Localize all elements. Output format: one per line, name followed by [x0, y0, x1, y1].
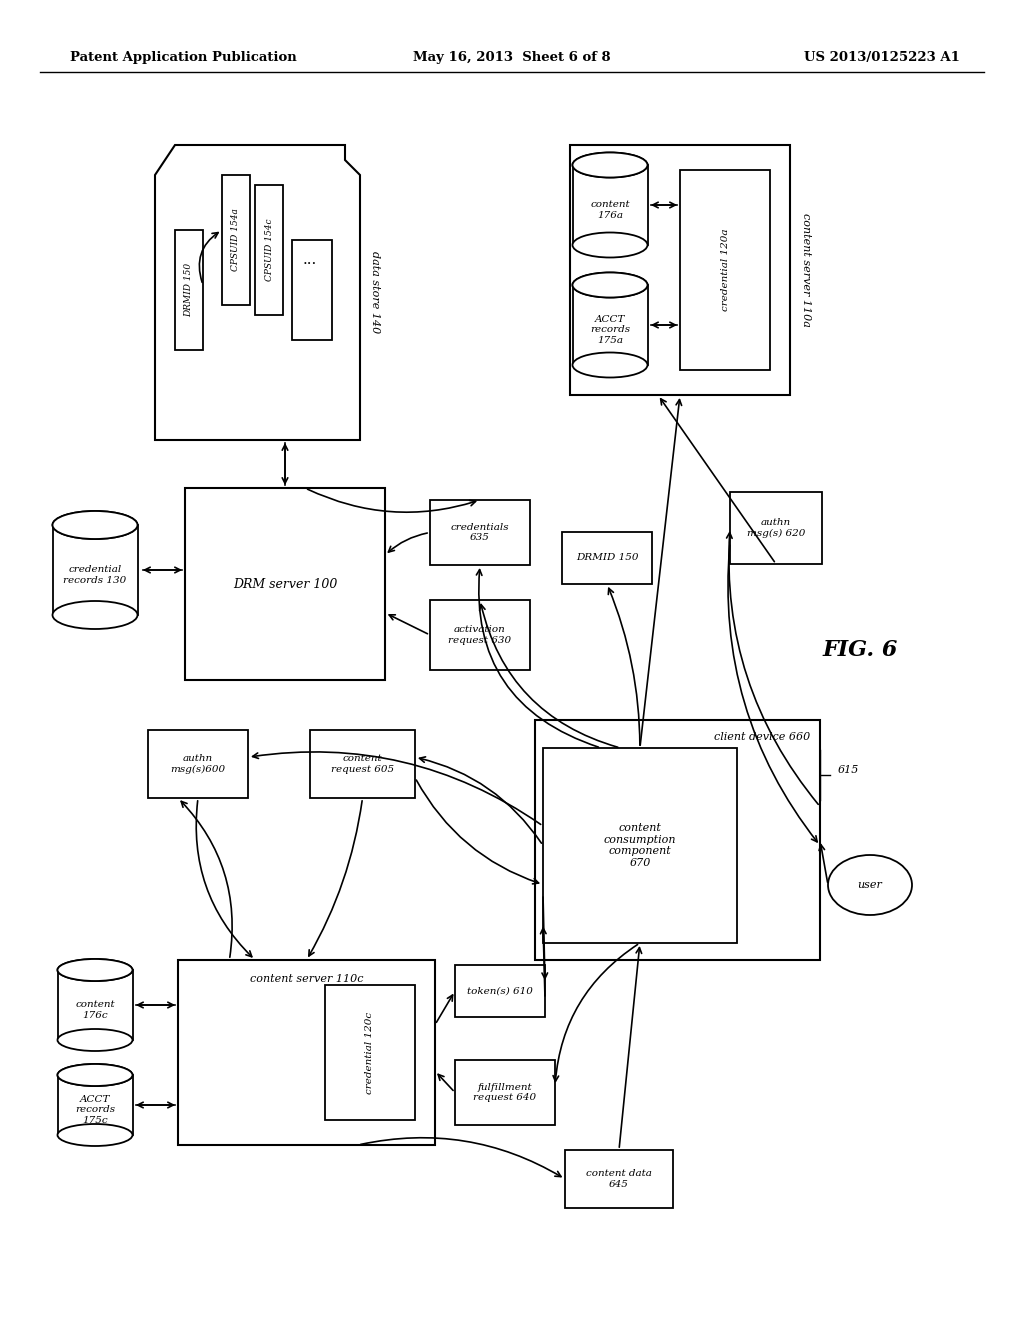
- Ellipse shape: [572, 153, 647, 177]
- Text: user: user: [857, 880, 883, 890]
- Text: CPSUID 154c: CPSUID 154c: [264, 219, 273, 281]
- Bar: [57, 970, 132, 1040]
- Text: May 16, 2013  Sheet 6 of 8: May 16, 2013 Sheet 6 of 8: [414, 51, 610, 65]
- Bar: [148, 730, 248, 799]
- Text: authn
msg(s)600: authn msg(s)600: [170, 754, 225, 774]
- Ellipse shape: [57, 1064, 132, 1086]
- Ellipse shape: [57, 1064, 132, 1086]
- Text: Patent Application Publication: Patent Application Publication: [70, 51, 297, 65]
- Bar: [292, 240, 332, 341]
- Bar: [572, 285, 647, 366]
- Text: content
request 605: content request 605: [331, 754, 394, 774]
- Text: ...: ...: [303, 253, 317, 267]
- Ellipse shape: [572, 272, 647, 297]
- Bar: [570, 145, 790, 395]
- Bar: [175, 230, 203, 350]
- Text: content server 110a: content server 110a: [801, 213, 811, 327]
- Ellipse shape: [572, 153, 647, 177]
- Bar: [430, 500, 530, 565]
- Ellipse shape: [57, 1125, 132, 1146]
- Polygon shape: [155, 145, 360, 440]
- Bar: [455, 965, 545, 1016]
- Bar: [543, 748, 737, 942]
- Bar: [325, 985, 415, 1119]
- Text: token(s) 610: token(s) 610: [467, 986, 532, 995]
- Ellipse shape: [52, 511, 137, 539]
- Text: ACCT
records
175c: ACCT records 175c: [75, 1096, 115, 1125]
- Text: content server 110c: content server 110c: [250, 974, 364, 983]
- Text: DRMID 150: DRMID 150: [184, 263, 194, 317]
- Bar: [730, 492, 822, 564]
- Text: credentials
635: credentials 635: [451, 523, 509, 543]
- Bar: [572, 165, 647, 246]
- Bar: [185, 488, 385, 680]
- Ellipse shape: [57, 960, 132, 981]
- Ellipse shape: [52, 511, 137, 539]
- Text: FIG. 6: FIG. 6: [822, 639, 898, 661]
- Bar: [222, 176, 250, 305]
- Ellipse shape: [572, 232, 647, 257]
- Text: content
consumption
component
670: content consumption component 670: [604, 824, 676, 869]
- Bar: [535, 719, 820, 960]
- Bar: [680, 170, 770, 370]
- Ellipse shape: [572, 272, 647, 297]
- Ellipse shape: [572, 352, 647, 378]
- Ellipse shape: [828, 855, 912, 915]
- Bar: [565, 1150, 673, 1208]
- Text: CPSUID 154a: CPSUID 154a: [231, 209, 241, 272]
- Text: content
176c: content 176c: [75, 1001, 115, 1019]
- Text: activation
request 630: activation request 630: [449, 626, 512, 644]
- Bar: [310, 730, 415, 799]
- Text: DRM server 100: DRM server 100: [232, 578, 337, 590]
- Bar: [52, 525, 137, 615]
- Text: credential
records 130: credential records 130: [63, 565, 127, 585]
- Text: DRMID 150: DRMID 150: [575, 553, 638, 562]
- Ellipse shape: [57, 960, 132, 981]
- Text: client device 660: client device 660: [714, 733, 810, 742]
- Bar: [562, 532, 652, 583]
- Text: content data
645: content data 645: [586, 1170, 652, 1189]
- Text: fulfillment
request 640: fulfillment request 640: [473, 1082, 537, 1102]
- Ellipse shape: [57, 1030, 132, 1051]
- Bar: [430, 601, 530, 671]
- Text: 615: 615: [838, 766, 859, 775]
- Bar: [178, 960, 435, 1144]
- Text: content
176a: content 176a: [590, 201, 630, 219]
- Bar: [255, 185, 283, 315]
- Bar: [455, 1060, 555, 1125]
- Ellipse shape: [52, 601, 137, 630]
- Text: data store 140: data store 140: [370, 251, 380, 334]
- Text: credential 120c: credential 120c: [366, 1011, 375, 1093]
- Text: US 2013/0125223 A1: US 2013/0125223 A1: [804, 51, 961, 65]
- Text: ACCT
records
175a: ACCT records 175a: [590, 315, 630, 345]
- Text: credential 120a: credential 120a: [721, 228, 729, 312]
- Text: authn
msg(s) 620: authn msg(s) 620: [746, 519, 805, 537]
- Bar: [57, 1074, 132, 1135]
